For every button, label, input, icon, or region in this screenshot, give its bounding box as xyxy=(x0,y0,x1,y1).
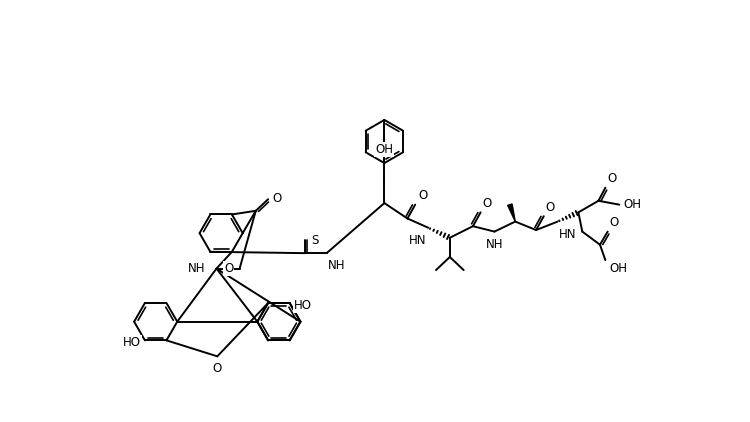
Polygon shape xyxy=(508,204,515,222)
Text: NH: NH xyxy=(486,238,503,251)
Text: O: O xyxy=(224,262,233,275)
Text: NH: NH xyxy=(328,259,346,272)
Text: NH: NH xyxy=(188,262,205,275)
Text: O: O xyxy=(607,173,616,185)
Text: O: O xyxy=(609,216,619,229)
Text: O: O xyxy=(273,192,282,205)
Text: O: O xyxy=(213,362,222,375)
Text: HN: HN xyxy=(560,228,577,241)
Text: S: S xyxy=(311,233,319,246)
Text: HN: HN xyxy=(410,234,427,247)
Text: O: O xyxy=(545,201,554,214)
Text: OH: OH xyxy=(623,198,641,211)
Text: HO: HO xyxy=(123,336,141,349)
Text: O: O xyxy=(419,189,428,202)
Text: O: O xyxy=(482,197,491,210)
Text: OH: OH xyxy=(609,262,627,276)
Text: HO: HO xyxy=(293,299,311,312)
Text: OH: OH xyxy=(375,143,393,156)
